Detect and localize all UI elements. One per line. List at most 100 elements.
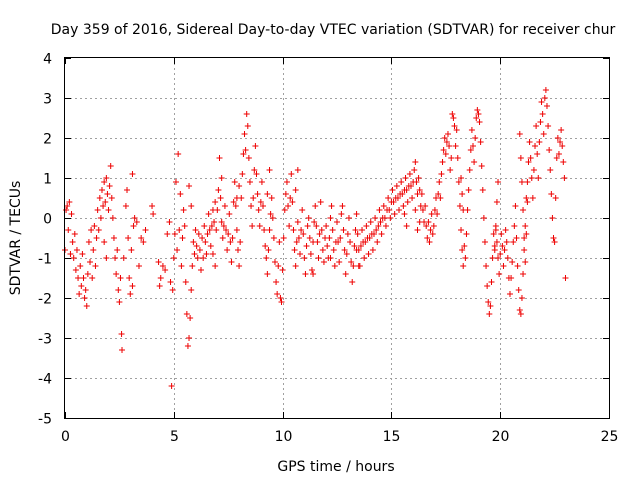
data-point: [83, 303, 90, 309]
data-point: [305, 215, 312, 221]
data-point: [306, 235, 313, 241]
data-point: [524, 179, 531, 185]
data-point: [350, 263, 357, 269]
data-point: [114, 247, 121, 253]
data-point: [521, 247, 528, 253]
data-point: [303, 243, 310, 249]
data-point: [370, 231, 377, 237]
data-point: [256, 223, 263, 229]
data-point: [460, 263, 467, 269]
data-point: [493, 239, 500, 245]
data-point: [103, 175, 110, 181]
data-point: [149, 203, 156, 209]
data-point: [495, 179, 502, 185]
data-point: [468, 127, 475, 133]
data-point: [413, 179, 420, 185]
data-point: [283, 179, 290, 185]
data-point: [401, 211, 408, 217]
data-point: [287, 195, 294, 201]
data-point: [391, 211, 398, 217]
data-point: [404, 199, 411, 205]
data-point: [236, 183, 243, 189]
data-point: [214, 207, 221, 213]
data-point: [275, 263, 282, 269]
data-point: [82, 287, 89, 293]
data-point: [326, 235, 333, 241]
data-point: [424, 235, 431, 241]
data-point: [367, 219, 374, 225]
data-point: [489, 255, 496, 261]
data-point: [193, 243, 200, 249]
data-point: [543, 103, 550, 109]
data-point: [472, 135, 479, 141]
data-point: [128, 247, 135, 253]
data-point: [456, 203, 463, 209]
data-point: [81, 295, 88, 301]
data-point: [229, 235, 236, 241]
data-point: [101, 179, 108, 185]
data-point: [225, 231, 232, 237]
data-point: [198, 267, 204, 273]
data-point: [314, 239, 321, 245]
data-point: [263, 255, 270, 261]
data-point: [398, 179, 405, 185]
data-point: [318, 227, 325, 233]
data-point: [280, 235, 287, 241]
data-point: [335, 239, 342, 245]
data-point: [359, 227, 366, 233]
data-point: [186, 183, 193, 189]
data-point: [67, 251, 74, 257]
data-point: [75, 275, 82, 281]
data-point: [131, 215, 138, 221]
data-point: [435, 191, 442, 197]
data-point: [120, 255, 127, 261]
data-point: [63, 207, 70, 213]
y-tick-label: 3: [43, 92, 52, 108]
data-point: [434, 211, 441, 217]
data-point: [91, 223, 98, 229]
x-tick-label: 20: [492, 429, 510, 445]
data-point: [352, 227, 359, 233]
data-point: [176, 227, 183, 233]
data-point: [365, 251, 372, 257]
data-point: [150, 211, 157, 217]
data-point: [532, 143, 539, 149]
data-point: [268, 195, 275, 201]
data-point: [529, 195, 536, 201]
data-point: [427, 227, 434, 233]
data-point: [481, 239, 488, 245]
data-point: [522, 259, 529, 265]
data-point: [555, 151, 562, 157]
data-point: [369, 247, 376, 253]
data-point: [426, 239, 433, 245]
data-point: [380, 203, 387, 209]
data-point: [536, 139, 543, 145]
data-point: [112, 255, 119, 261]
data-point: [334, 219, 340, 225]
data-point: [312, 203, 319, 209]
chart-title: Day 359 of 2016, Sidereal Day-to-day VTE…: [51, 22, 616, 38]
y-axis-label: SDTVAR / TECUs: [8, 181, 24, 296]
data-point: [523, 195, 530, 201]
data-point: [209, 251, 216, 257]
data-point: [167, 279, 174, 285]
data-point: [202, 239, 209, 245]
data-point: [264, 271, 271, 277]
data-point: [331, 263, 338, 269]
data-point: [212, 199, 219, 205]
data-point: [265, 247, 272, 253]
data-point: [541, 95, 548, 101]
data-point: [480, 215, 487, 221]
data-point: [414, 227, 421, 233]
data-point: [264, 191, 271, 197]
data-point: [279, 267, 286, 273]
data-point: [177, 191, 184, 197]
data-point: [310, 271, 317, 277]
x-tick-label: 0: [61, 429, 70, 445]
data-point: [559, 143, 566, 149]
data-point: [313, 223, 320, 229]
y-tick-label: 1: [43, 172, 52, 188]
data-point: [271, 259, 278, 265]
data-point: [517, 311, 524, 317]
